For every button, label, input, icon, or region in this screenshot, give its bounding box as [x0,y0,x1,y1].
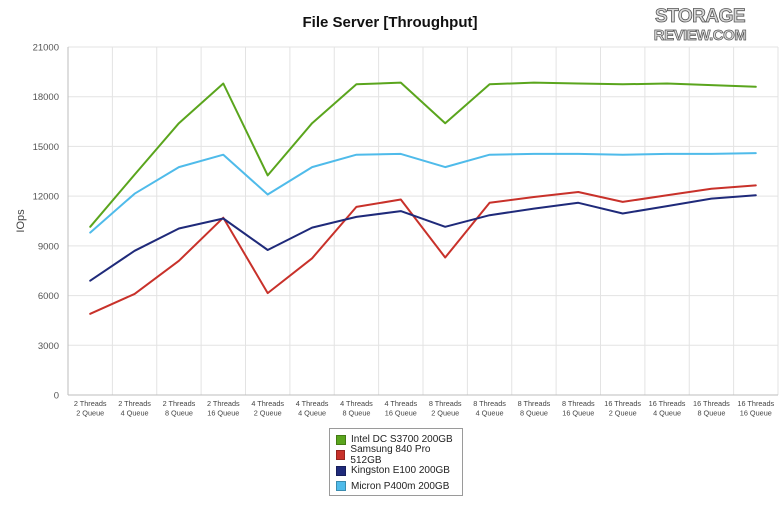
y-tick-label: 6000 [38,291,59,302]
line-chart: 0 3000 6000 9000 12000 15000 18000 21000 2 Threa… [15,43,779,418]
x-tick-label: 4 Threads 4 Queue [296,399,329,418]
logo-line-2: REVIEW.COM [654,27,747,44]
y-tick-label: 21000 [33,43,59,54]
x-tick-label: 2 Threads 2 Queue [74,399,107,418]
legend-label: Intel DC S3700 200GB [351,434,453,446]
storagereview-logo: STORAGE REVIEW.COM [653,6,747,45]
x-tick-label: 8 Threads 16 Queue [562,399,595,418]
x-tick-label: 2 Threads 8 Queue [163,399,196,418]
legend-item: Samsung 840 Pro 512GB [336,444,456,466]
legend-item: Intel DC S3700 200GB [336,432,456,448]
x-tick-label: 4 Threads 16 Queue [384,399,417,418]
x-tick-label: 8 Threads 2 Queue [429,399,462,418]
legend-label: Micron P400m 200GB [351,480,450,492]
chart-title: File Server [Throughput] [302,14,478,31]
x-tick-label: 16 Threads 2 Queue [604,399,641,418]
x-tick-label: 2 Threads 16 Queue [207,399,240,418]
y-tick-label: 12000 [33,192,59,203]
legend: Intel DC S3700 200GB Samsung 840 Pro 512G… [329,428,463,496]
y-tick-label: 15000 [33,142,59,153]
legend-item: Kingston E100 200GB [336,463,456,479]
legend-item: Micron P400m 200GB [336,479,456,495]
legend-label: Samsung 840 Pro 512GB [350,444,431,467]
legend-swatch [336,434,346,445]
x-tick-label: 4 Threads 2 Queue [251,399,284,418]
legend-swatch [336,465,346,476]
x-tick-label: 2 Threads 4 Queue [118,399,151,418]
legend-swatch [336,450,346,461]
x-tick-label: 4 Threads 8 Queue [340,399,373,418]
y-axis-label: IOps [15,209,27,233]
series-line-micron-p400m-200gb [89,152,757,234]
legend-label: Kingston E100 200GB [351,465,450,477]
series-line-samsung-840-pro-512gb [89,184,757,315]
y-tick-label: 0 [54,391,59,402]
legend-swatch [336,481,346,492]
x-tick-label: 16 Threads 16 Queue [737,399,774,418]
x-tick-label: 8 Threads 8 Queue [518,399,551,418]
series-line-kingston-e100-200gb [89,194,757,282]
x-tick-label: 16 Threads 8 Queue [693,399,730,418]
y-tick-label: 18000 [33,92,59,103]
y-tick-label: 9000 [38,241,59,252]
logo-line-1: STORAGE [655,6,745,27]
y-tick-label: 3000 [38,341,59,352]
series-line-intel-dc-s3700-200gb [89,81,757,228]
x-tick-label: 8 Threads 4 Queue [473,399,506,418]
x-tick-label: 16 Threads 4 Queue [649,399,686,418]
